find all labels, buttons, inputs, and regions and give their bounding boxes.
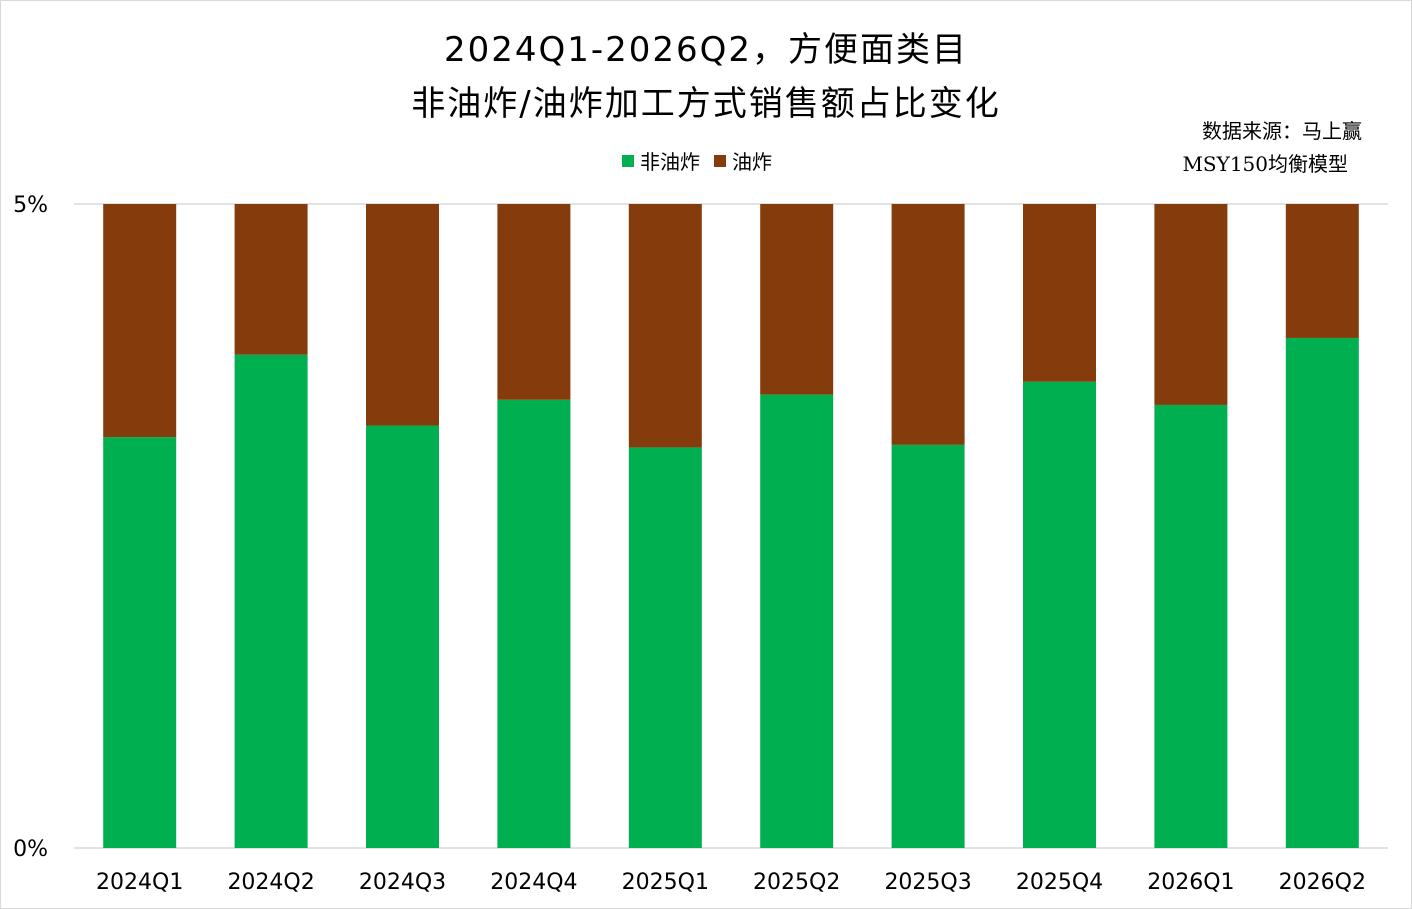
bar-segment-fried xyxy=(234,204,308,355)
bar-segment-fried xyxy=(1023,204,1096,382)
bar-segment-fried xyxy=(1154,204,1228,405)
bar-segment-non-fried xyxy=(497,399,571,848)
legend-item-fried: 油炸 xyxy=(714,146,772,175)
bar-segment-non-fried xyxy=(760,394,834,848)
legend-swatch-non-fried xyxy=(622,154,634,167)
bar-segment-non-fried xyxy=(103,437,177,848)
chart-title-line2: 非油炸/油炸加工方式销售额占比变化 xyxy=(411,84,1001,124)
chart-legend: 非油炸 油炸 xyxy=(622,146,786,175)
bar-segment-non-fried xyxy=(234,354,308,848)
bar-segment-fried xyxy=(628,204,702,448)
bar-segment-non-fried xyxy=(1023,381,1096,848)
x-tick-label: 2024Q2 xyxy=(227,870,314,895)
x-tick-label: 2024Q3 xyxy=(359,870,446,895)
chart-title-line1: 2024Q1-2026Q2，方便面类目 xyxy=(443,30,969,70)
bar-segment-non-fried xyxy=(1154,404,1228,848)
bar-segment-fried xyxy=(103,204,177,438)
x-tick-label: 2026Q2 xyxy=(1279,870,1366,895)
x-tick-label: 2024Q1 xyxy=(96,870,183,895)
data-source-label: 数据来源：马上赢 xyxy=(1202,119,1362,143)
bar-segment-non-fried xyxy=(366,425,439,848)
x-tick-label: 2025Q4 xyxy=(1016,870,1103,895)
bar-segment-non-fried xyxy=(891,444,965,848)
x-tick-label: 2026Q1 xyxy=(1147,870,1234,895)
bar-segment-fried xyxy=(891,204,965,445)
x-tick-label: 2025Q1 xyxy=(622,870,709,895)
bar-segment-fried xyxy=(366,204,439,426)
bar-segment-non-fried xyxy=(628,447,702,848)
legend-swatch-fried xyxy=(714,154,726,167)
x-tick-label: 2025Q2 xyxy=(753,870,840,895)
bar-segment-non-fried xyxy=(1285,337,1359,848)
bar-segment-fried xyxy=(497,204,571,400)
bar-segment-fried xyxy=(1285,204,1359,338)
bar-segment-fried xyxy=(760,204,834,395)
y-tick-label: 0% xyxy=(13,837,48,862)
legend-label-fried: 油炸 xyxy=(732,150,772,174)
data-model-label: MSY150均衡模型 xyxy=(1182,152,1348,176)
x-tick-label: 2024Q4 xyxy=(490,870,577,895)
legend-label-non-fried: 非油炸 xyxy=(640,150,700,174)
y-tick-label: 5% xyxy=(13,193,48,218)
x-tick-label: 2025Q3 xyxy=(884,870,971,895)
legend-item-non-fried: 非油炸 xyxy=(622,146,700,175)
